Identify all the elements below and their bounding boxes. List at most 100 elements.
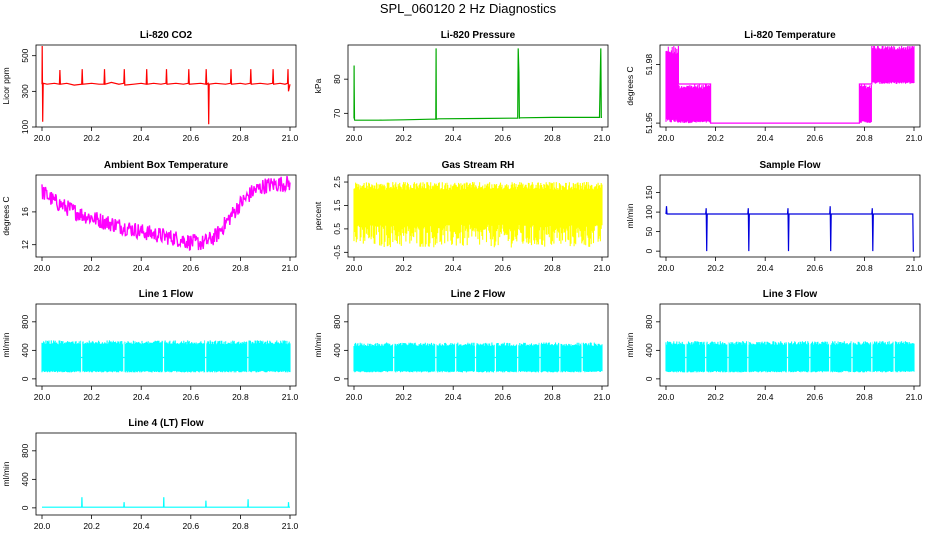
chart-panel: Ambient Box Temperature degrees C 20.0 20.2…: [1, 160, 299, 273]
plot-frame: [659, 303, 921, 387]
x-tick-label: 20.4: [757, 133, 774, 143]
series-line: [42, 497, 290, 508]
x-tick-label: 20.8: [232, 521, 249, 531]
chart-panel: Li-820 Temperature degrees C 20.0 20.2 20.4 2…: [625, 30, 923, 143]
x-tick-label: 20.8: [856, 392, 873, 402]
x-tick-label: 21.0: [906, 133, 923, 143]
x-tick-label: 20.6: [495, 133, 512, 143]
x-tick-label: 20.4: [133, 521, 150, 531]
signal-band: [41, 340, 291, 373]
x-tick-label: 20.0: [346, 133, 363, 143]
panel-title: Li-820 CO2: [140, 30, 193, 41]
y-axis-label: degrees C: [625, 66, 635, 105]
chart-panel: Li-820 CO2 Licor ppm 20.0 20.2 20.4 20.6 20.8 2…: [1, 30, 299, 143]
x-tick-label: 20.6: [183, 133, 200, 143]
x-tick-label: 20.6: [183, 521, 200, 531]
x-tick-label: 20.6: [495, 392, 512, 402]
data-layer: [665, 46, 915, 124]
y-tick-label: 300: [20, 84, 30, 98]
y-tick-label: 800: [332, 314, 342, 328]
x-tick-label: 21.0: [282, 521, 299, 531]
y-axis-label: ml/min: [1, 461, 11, 486]
y-axis-label: Licor ppm: [1, 67, 11, 104]
y-tick-label: -0.5: [332, 245, 342, 260]
x-tick-label: 20.4: [757, 392, 774, 402]
x-tick-label: 20.2: [83, 392, 100, 402]
x-tick-label: 20.0: [346, 263, 363, 273]
x-tick-label: 20.8: [544, 133, 561, 143]
x-tick-label: 20.0: [34, 521, 51, 531]
x-tick-label: 20.0: [658, 263, 675, 273]
y-tick-label: 1.5: [332, 199, 342, 211]
x-tick-label: 20.8: [856, 263, 873, 273]
series-line: [677, 46, 873, 124]
data-layer: [41, 46, 291, 125]
y-axis-label: ml/min: [313, 332, 323, 357]
panel-title: Gas Stream RH: [442, 160, 515, 171]
y-tick-label: 50: [644, 227, 654, 237]
x-tick-label: 20.2: [395, 263, 412, 273]
x-tick-label: 20.6: [183, 263, 200, 273]
x-tick-label: 20.2: [707, 263, 724, 273]
data-layer: [41, 176, 291, 252]
x-tick-label: 20.0: [34, 133, 51, 143]
series-line: [41, 176, 291, 252]
x-tick-label: 20.4: [445, 263, 462, 273]
data-layer: [353, 48, 602, 121]
plot-frame: [35, 303, 297, 387]
y-tick-label: 2.5: [332, 176, 342, 188]
series-line: [665, 206, 914, 252]
y-tick-label: 0: [644, 376, 654, 381]
plot-frame: [347, 303, 609, 387]
x-tick-label: 20.6: [495, 263, 512, 273]
plot-frame: [659, 44, 921, 128]
chart-panel: Line 4 (LT) Flow ml/min 20.0 20.2 20.4 20.6 20…: [1, 418, 299, 531]
y-tick-label: 400: [332, 343, 342, 357]
panel-title: Li-820 Temperature: [744, 30, 836, 41]
x-tick-label: 20.0: [346, 392, 363, 402]
x-tick-label: 20.8: [544, 392, 561, 402]
data-layer: [353, 305, 603, 385]
plot-frame: [659, 174, 921, 258]
x-tick-label: 20.0: [658, 133, 675, 143]
x-tick-label: 20.6: [807, 133, 824, 143]
panel-title: Line 1 Flow: [139, 289, 194, 300]
x-tick-label: 20.4: [757, 263, 774, 273]
panel-title: Line 3 Flow: [763, 289, 818, 300]
y-tick-label: 0: [20, 505, 30, 510]
y-tick-label: 400: [20, 343, 30, 357]
y-tick-label: 800: [20, 443, 30, 457]
plot-frame: [35, 174, 297, 258]
series-line: [353, 48, 602, 121]
y-tick-label: 51.95: [644, 112, 654, 134]
y-tick-label: 500: [20, 48, 30, 62]
x-tick-label: 20.2: [83, 133, 100, 143]
x-tick-label: 20.8: [232, 263, 249, 273]
x-tick-label: 20.2: [83, 521, 100, 531]
data-layer: [665, 206, 914, 252]
chart-panel: Line 1 Flow ml/min 20.0 20.2 20.4 20.6 20.8 21.…: [1, 289, 299, 402]
x-tick-label: 21.0: [594, 133, 611, 143]
signal-band: [665, 46, 915, 124]
data-layer: [42, 497, 290, 508]
panel-title: Line 2 Flow: [451, 289, 506, 300]
y-tick-label: 0: [332, 376, 342, 381]
y-axis-label: percent: [313, 201, 323, 230]
x-tick-label: 20.8: [544, 263, 561, 273]
panel-title: Sample Flow: [759, 160, 820, 171]
y-tick-label: 12: [20, 240, 30, 250]
x-tick-label: 20.4: [133, 133, 150, 143]
chart-panel: Li-820 Pressure kPa 20.0 20.2 20.4 20.6 20.8 21…: [313, 30, 611, 143]
x-tick-label: 21.0: [282, 263, 299, 273]
x-tick-label: 20.8: [232, 392, 249, 402]
y-tick-label: 150: [644, 185, 654, 199]
x-tick-label: 21.0: [594, 392, 611, 402]
x-tick-label: 20.6: [183, 392, 200, 402]
figure-title: SPL_060120 2 Hz Diagnostics: [379, 1, 557, 16]
data-layer: [353, 182, 603, 248]
x-tick-label: 20.0: [34, 392, 51, 402]
y-tick-label: 70: [332, 108, 342, 118]
y-axis-label: ml/min: [625, 203, 635, 228]
series-line: [41, 46, 291, 125]
